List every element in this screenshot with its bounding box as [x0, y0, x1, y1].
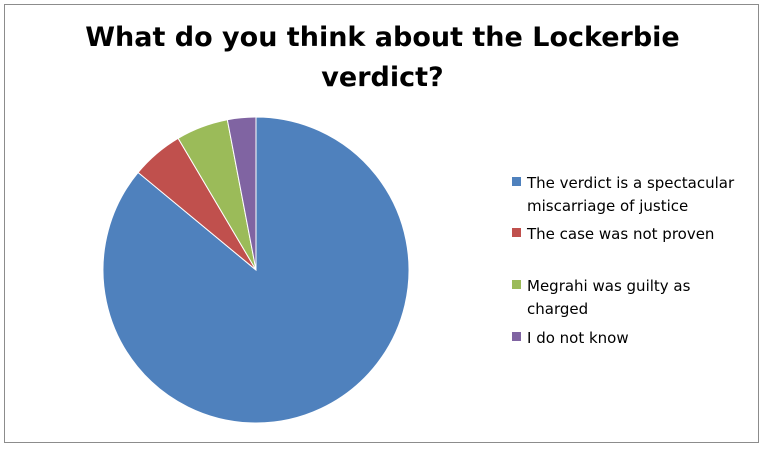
legend-swatch-do-not-know	[512, 332, 521, 341]
chart-title: What do you think about the Lockerbie ve…	[0, 18, 765, 98]
chart-title-line-2: verdict?	[321, 62, 444, 93]
legend-label-line: I do not know	[527, 329, 629, 347]
legend-label-guilty-as-charged: Megrahi was guilty as charged	[527, 275, 752, 321]
legend-swatch-guilty-as-charged	[512, 280, 521, 289]
chart-title-line-1: What do you think about the Lockerbie	[85, 22, 680, 53]
legend-label-line: The case was not proven	[527, 225, 715, 243]
legend-label-not-proven: The case was not proven	[527, 223, 752, 246]
legend-label-line: Megrahi was guilty as charged	[527, 277, 691, 318]
legend-swatch-miscarriage-of-justice	[512, 177, 521, 186]
legend-label-miscarriage-of-justice: The verdict is a spectacular miscarriage…	[527, 172, 752, 218]
legend-label-line: miscarriage of justice	[527, 197, 689, 215]
legend-label-do-not-know: I do not know	[527, 327, 752, 350]
pie-slice-do-not-know	[226, 116, 257, 271]
legend-label-line: The verdict is a spectacular	[527, 174, 735, 192]
legend-swatch-not-proven	[512, 228, 521, 237]
